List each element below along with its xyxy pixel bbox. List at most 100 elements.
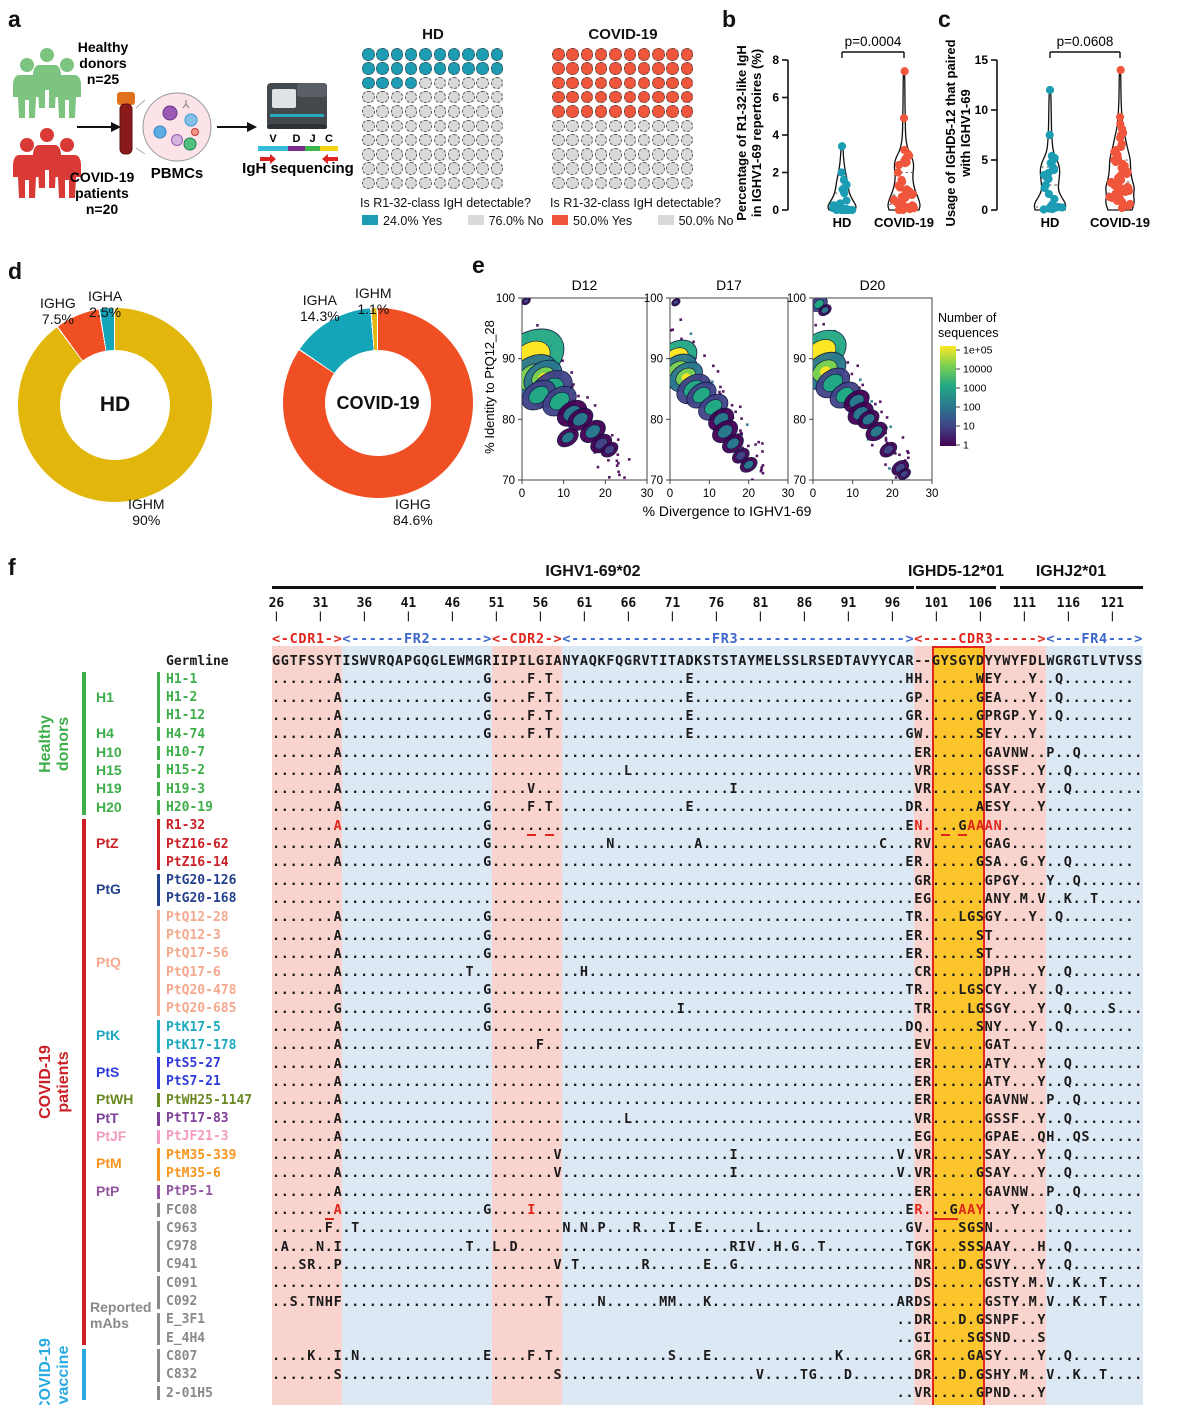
covid-label-1: COVID-19 <box>70 169 135 185</box>
covid-yes-label: 50.0% Yes <box>573 214 633 228</box>
y-tick-label: 0 <box>981 203 988 217</box>
waffle-cell <box>566 148 579 161</box>
group-bar <box>157 1111 160 1126</box>
waffle-cell <box>362 148 375 161</box>
waffle-cell <box>609 90 622 104</box>
waffle-cell <box>552 162 565 175</box>
position-number: 121 <box>1100 596 1125 611</box>
density-speck <box>618 473 621 477</box>
residue-run: . <box>544 817 554 836</box>
density-speck <box>761 464 765 467</box>
sequence-row: GGTFSSYTISWVRQAPGQGLEWMGRIIPILGIANYAQKFQ… <box>272 652 1143 670</box>
row-label: E_4H4 <box>166 1330 206 1346</box>
waffle-cell <box>447 176 461 190</box>
density-speck <box>615 464 619 467</box>
y-tick-label: 90 <box>502 354 515 366</box>
cohort-label-line: COVID-19 <box>37 1045 54 1119</box>
density-speck <box>617 470 620 474</box>
waffle-cell <box>652 62 665 75</box>
waffle-cell <box>566 162 579 175</box>
donut-covid-igha-label: IGHA 14.3% <box>300 292 340 324</box>
waffle-cell <box>623 105 636 118</box>
sequence-row: .......A................G.............N.… <box>272 835 1143 853</box>
waffle-cell <box>580 62 594 75</box>
data-point <box>894 160 904 170</box>
position-tick: | <box>405 611 412 622</box>
waffle-cell <box>552 148 565 161</box>
y-axis-label-line2: in IGHV1-69 repertoires (%) <box>749 49 764 217</box>
position-tick: | <box>757 611 764 622</box>
region-annotation-row: <-CDR1-><------FR2------><-CDR2-><------… <box>272 630 1143 648</box>
igh-sequencing-label: IgH sequencing <box>242 160 354 177</box>
density-blob-core <box>883 444 894 455</box>
waffle-hd-legend: 24.0% Yes 76.0% No <box>362 214 543 228</box>
x-tick-label: 30 <box>641 488 654 500</box>
region-band <box>342 646 492 1405</box>
density-speck <box>870 400 874 403</box>
density-speck <box>730 403 734 407</box>
v-gene-line <box>272 586 914 589</box>
residue-run: ...SR..P........................V.T.....… <box>272 1256 1143 1273</box>
position-number: 36 <box>356 596 373 611</box>
waffle-cell <box>680 176 694 190</box>
vdjc-segment <box>288 146 305 151</box>
residue-run: .......A................................… <box>272 1128 1143 1145</box>
group-label: H20 <box>96 798 122 815</box>
y-tick-label: 90 <box>650 354 663 366</box>
colorbar-tick-label: 100 <box>963 402 981 414</box>
blood-tube-icon <box>117 92 146 155</box>
waffle-cell <box>462 76 475 90</box>
waffle-cell <box>447 90 461 104</box>
waffle-cell <box>580 133 594 147</box>
region-arrow: <----CDR3-----> <box>914 631 1047 647</box>
waffle-cell <box>476 48 489 61</box>
waffle-cell <box>594 105 608 118</box>
data-point <box>1045 85 1055 95</box>
waffle-cell <box>594 119 608 132</box>
waffle-cell <box>666 133 679 147</box>
density-speck <box>907 479 910 480</box>
waffle-cell <box>623 162 636 175</box>
group-bar <box>157 763 160 779</box>
density-speck <box>755 454 759 458</box>
waffle-cell <box>594 90 608 104</box>
row-label: PtK17-178 <box>166 1037 237 1053</box>
colorbar-tick-label: 1000 <box>963 383 987 395</box>
region-band <box>1046 646 1144 1405</box>
density-speck <box>689 332 693 336</box>
group-bar <box>157 800 160 815</box>
waffle-cell <box>433 148 446 161</box>
density-speck <box>846 361 850 364</box>
cohort-label-line: COVID-19 <box>37 1337 54 1405</box>
row-label: PtT17-83 <box>166 1111 229 1126</box>
density-speck <box>718 390 721 394</box>
waffle-cell <box>666 76 679 90</box>
sequence-row: .......A................................… <box>272 1110 1143 1128</box>
violin-plot-b: 0 2 4 6 8 Percentage of R1-32-like IgHin IGHV… <box>734 34 934 230</box>
sequence-row: .......A................................… <box>272 744 1143 762</box>
residue-run: .......A................G...............… <box>272 1019 1143 1035</box>
position-tick: | <box>845 611 852 622</box>
density-speck <box>901 436 905 439</box>
waffle-cell <box>462 133 475 147</box>
sequence-row: .......A........................V.......… <box>272 1164 1143 1182</box>
row-label: E_3F1 <box>166 1312 206 1328</box>
waffle-cell <box>476 148 489 161</box>
density-speck <box>608 476 611 479</box>
residue-run: ..GI....SGSND...S <box>272 1330 1143 1347</box>
waffle-cell <box>609 105 622 118</box>
colorbar-tick-label: 1e+05 <box>963 345 993 357</box>
donut-covid-ighg-label: IGHG 84.6% <box>393 496 433 528</box>
residue-run: AAY <box>958 1202 985 1218</box>
colorbar-title-2: sequences <box>938 326 998 340</box>
sequence-row: .......A........................V.......… <box>272 1146 1143 1164</box>
data-point <box>899 114 909 123</box>
region-arrow: <---FR4---> <box>1046 631 1144 647</box>
group-label: PtT <box>96 1109 119 1126</box>
waffle-title: HD <box>422 26 444 43</box>
panel-b-label: b <box>722 6 737 32</box>
density-speck <box>889 425 892 429</box>
waffle-cell <box>666 148 679 161</box>
residue-run: .......A................................… <box>272 1183 1143 1200</box>
position-number: 26 <box>268 596 285 611</box>
